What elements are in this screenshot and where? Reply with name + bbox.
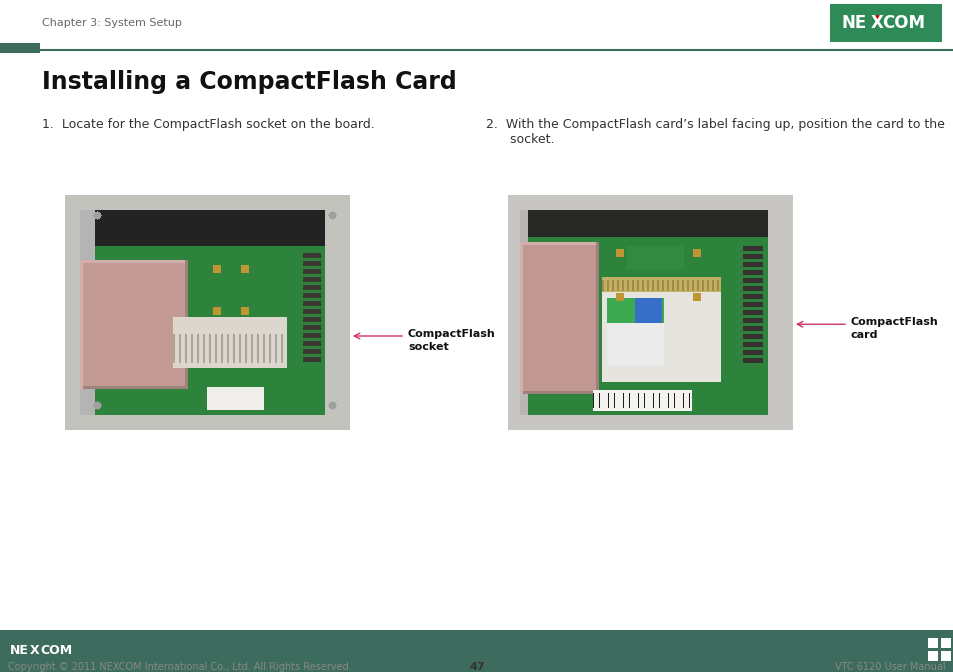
Text: CompactFlash: CompactFlash	[408, 329, 496, 339]
Text: X: X	[870, 14, 882, 32]
Text: COM: COM	[40, 644, 72, 657]
Bar	[940, 651, 950, 661]
Text: socket: socket	[408, 342, 448, 352]
Text: NE: NE	[841, 14, 866, 32]
Text: VTC 6120 User Manual: VTC 6120 User Manual	[835, 662, 945, 672]
Bar	[829, 4, 941, 42]
Text: CompactFlash: CompactFlash	[850, 317, 938, 327]
Bar	[927, 638, 937, 648]
Text: card: card	[850, 330, 878, 340]
Bar	[940, 638, 950, 648]
Text: COM: COM	[882, 14, 924, 32]
Text: 2.  With the CompactFlash card’s label facing up, position the card to the
     : 2. With the CompactFlash card’s label fa…	[485, 118, 943, 146]
Text: 1.  Locate for the CompactFlash socket on the board.: 1. Locate for the CompactFlash socket on…	[42, 118, 375, 131]
Text: NE: NE	[10, 644, 29, 657]
Text: Installing a CompactFlash Card: Installing a CompactFlash Card	[42, 70, 456, 94]
Text: Chapter 3: System Setup: Chapter 3: System Setup	[42, 18, 182, 28]
Text: 47: 47	[469, 662, 484, 672]
Bar	[0, 43, 40, 53]
Text: X: X	[30, 644, 40, 657]
Bar	[927, 651, 937, 661]
Bar	[0, 630, 953, 672]
Text: Copyright © 2011 NEXCOM International Co., Ltd. All Rights Reserved.: Copyright © 2011 NEXCOM International Co…	[8, 662, 352, 672]
